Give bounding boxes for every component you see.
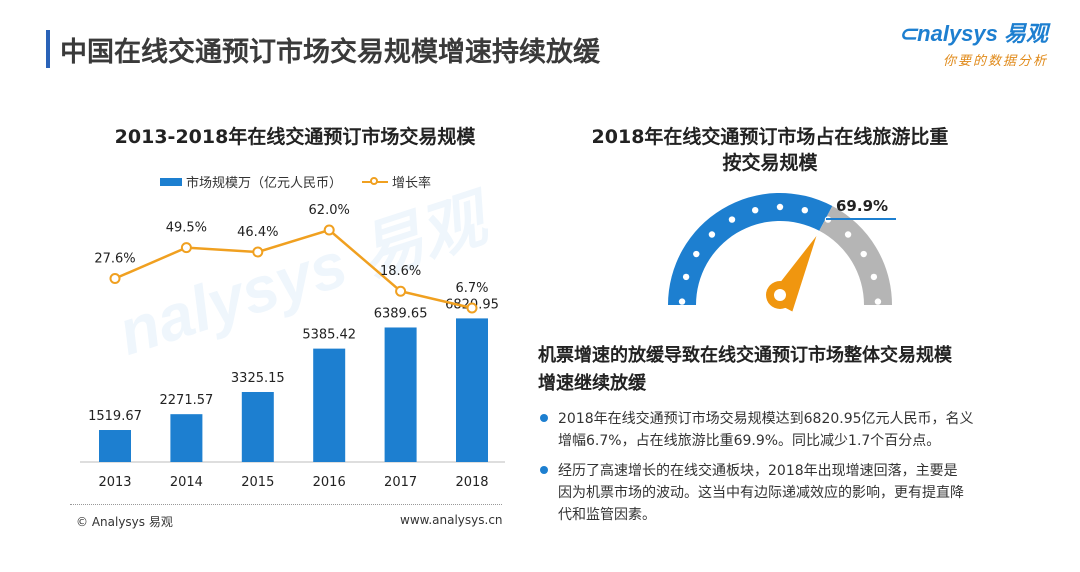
gauge-value-label: 69.9% (836, 197, 889, 215)
bar (456, 318, 488, 462)
gauge-dot (801, 206, 809, 214)
gauge-hub-center (774, 289, 786, 301)
analysis-heading-line1: 机票增速的放缓导致在线交通预订市场整体交易规模 (538, 345, 952, 366)
bar-value-label: 3325.15 (231, 371, 285, 386)
growth-rate-label: 62.0% (309, 203, 350, 218)
footer-copyright: © Analysys 易观 (76, 515, 173, 529)
gauge-value-underline (826, 218, 896, 220)
footer-website: www.analysys.cn (400, 513, 503, 527)
gauge-filled-arc (668, 192, 833, 305)
bar-value-label: 2271.57 (160, 393, 214, 408)
bar-chart-title: 2013-2018年在线交通预订市场交易规模 (114, 126, 476, 148)
bullet-dot-icon (540, 414, 548, 422)
bullet-line: 2018年在线交通预订市场交易规模达到6820.95亿元人民币，名义 (558, 411, 974, 427)
bullet-item: 经历了高速增长的在线交通板块，2018年出现增速回落，主要是 因为机票市场的波动… (538, 460, 1038, 526)
bullet-line: 增幅6.7%，占在线旅游比重69.9%。同比减少1.7个百分点。 (558, 433, 941, 449)
logo-tagline: 你要的数据分析 (942, 54, 1048, 69)
x-tick-label: 2017 (384, 475, 417, 490)
growth-rate-point (180, 242, 192, 254)
logo: ⊂nalysys 易观 你要的数据分析 (899, 16, 1048, 69)
bullet-item: 2018年在线交通预订市场交易规模达到6820.95亿元人民币，名义 增幅6.7… (538, 408, 1038, 452)
bullet-line: 因为机票市场的波动。这当中有边际递减效应的影响，更有提直降 (558, 485, 964, 501)
gauge-dot (708, 231, 716, 238)
x-tick-label: 2016 (313, 475, 346, 490)
gauge-dot (844, 231, 852, 238)
title-accent-bar (46, 30, 50, 68)
gauge-dot (870, 273, 878, 281)
gauge-remaining-arc (819, 205, 892, 305)
x-tick-label: 2014 (170, 475, 203, 490)
analysis-heading-line2: 增速继续放缓 (538, 373, 646, 394)
bullet-dot-icon (540, 466, 548, 474)
legend-bar-label: 市场规模万（亿元人民币） (186, 176, 343, 191)
growth-rate-label: 27.6% (94, 252, 135, 267)
gauge-title: 2018年在线交通预订市场占在线旅游比重 按交易规模 (560, 124, 980, 176)
gauge-dot (776, 203, 784, 211)
legend-line-swatch (362, 176, 389, 185)
watermark: nalysys 易观 (109, 182, 494, 369)
growth-rate-point (466, 302, 478, 314)
bar (241, 391, 274, 462)
footer-divider (70, 504, 502, 505)
gauge-dot (678, 298, 686, 305)
gauge-dot (682, 273, 690, 281)
analysis-heading: 机票增速的放缓导致在线交通预订市场整体交易规模 增速继续放缓 (538, 342, 1038, 398)
gauge-title-line1: 2018年在线交通预订市场占在线旅游比重 (591, 126, 949, 148)
growth-rate-label: 18.6% (380, 264, 421, 279)
bullet-line: 代和监管因素。 (558, 507, 656, 523)
legend-bar-swatch (160, 177, 182, 186)
growth-rate-label: 6.7% (455, 281, 488, 296)
gauge-dot (874, 298, 882, 305)
bar (313, 348, 346, 462)
logo-swoosh-icon: ⊂ (898, 21, 918, 46)
analysis-bullets: 2018年在线交通预订市场交易规模达到6820.95亿元人民币，名义 增幅6.7… (538, 408, 1038, 534)
growth-rate-line (114, 228, 473, 310)
x-tick-label: 2015 (241, 475, 274, 490)
growth-rate-label: 49.5% (166, 221, 207, 236)
gauge-dot (860, 250, 867, 258)
gauge-title-line2: 按交易规模 (722, 152, 818, 174)
growth-rate-point (323, 224, 335, 236)
growth-rate-point (109, 273, 121, 285)
x-tick-label: 2013 (98, 475, 131, 490)
bar (170, 414, 203, 462)
x-tick-label: 2018 (455, 475, 488, 490)
bar-value-label: 1519.67 (88, 409, 142, 424)
bar (99, 430, 131, 462)
gauge-dot (693, 250, 700, 258)
gauge-dot (728, 216, 736, 223)
bar-value-label: 6820.95 (445, 297, 499, 312)
bar-value-label: 5385.42 (302, 328, 356, 343)
bar-value-label: 6389.65 (374, 306, 428, 321)
gauge-dot (751, 206, 759, 214)
gauge-chart (668, 192, 892, 312)
bullet-line: 经历了高速增长的在线交通板块，2018年出现增速回落，主要是 (558, 463, 958, 479)
bar (384, 327, 417, 462)
chart-legend: 市场规模万（亿元人民币） 增长率 (160, 172, 431, 191)
logo-brand: ⊂nalysys 易观 (898, 21, 1048, 46)
legend-line-label: 增长率 (392, 176, 432, 191)
page-title: 中国在线交通预订市场交易规模增速持续放缓 (60, 37, 600, 68)
growth-rate-label: 46.4% (237, 225, 278, 240)
growth-rate-point (395, 285, 407, 297)
growth-rate-point (252, 246, 264, 258)
